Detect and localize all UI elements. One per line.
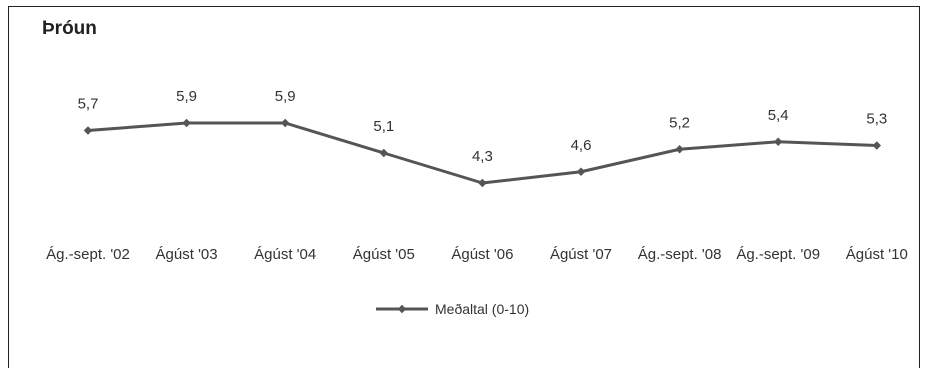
x-tick-label: Ág.-sept. '09: [736, 246, 820, 263]
data-label: 5,3: [866, 111, 887, 128]
x-tick-label: Ágúst '07: [550, 246, 612, 263]
x-tick-label: Ágúst '03: [156, 246, 218, 263]
data-point: [576, 167, 586, 176]
data-point: [83, 126, 93, 135]
x-tick-label: Ágúst '05: [353, 246, 415, 263]
data-label: 5,4: [768, 107, 789, 124]
x-tick-label: Ág.-sept. '02: [46, 246, 130, 263]
x-tick-label: Ág.-sept. '08: [638, 246, 722, 263]
data-label: 5,9: [275, 88, 296, 105]
data-label: 4,6: [571, 137, 592, 154]
data-point: [379, 148, 389, 158]
data-label: 5,7: [78, 96, 99, 113]
data-point: [280, 118, 290, 128]
data-point: [773, 137, 783, 146]
data-point: [182, 118, 191, 128]
data-label: 5,9: [176, 88, 197, 105]
data-label: 4,3: [472, 148, 493, 165]
data-point: [872, 141, 882, 150]
data-point: [675, 145, 684, 154]
chart-title: Þróun: [42, 18, 97, 39]
data-label: 5,2: [669, 114, 690, 131]
legend-marker: [397, 304, 407, 314]
legend-label: Meðaltal (0-10): [435, 301, 529, 317]
data-point: [478, 178, 487, 188]
chart-frame: [8, 6, 920, 368]
x-tick-label: Ágúst '10: [846, 246, 908, 263]
x-tick-label: Ágúst '04: [254, 246, 316, 263]
data-label: 5,1: [373, 118, 394, 135]
x-tick-label: Ágúst '06: [451, 246, 513, 263]
